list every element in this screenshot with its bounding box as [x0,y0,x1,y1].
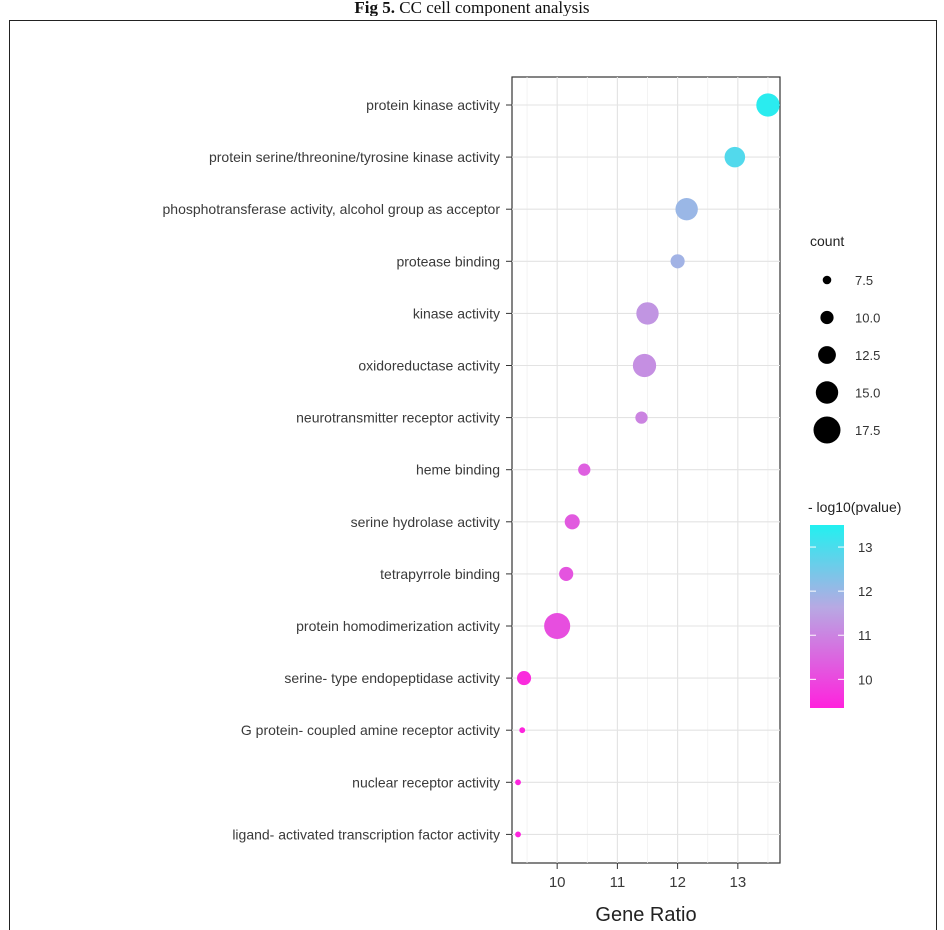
size-legend-label: 7.5 [855,273,873,288]
y-tick-label: serine- type endopeptidase activity [284,670,500,686]
data-point [515,779,521,786]
data-point [544,612,571,640]
data-point [519,727,526,734]
y-tick-label: protein kinase activity [366,97,500,113]
data-point [516,671,532,686]
y-tick-label: neurotransmitter receptor activity [296,410,500,426]
color-legend: - log10(pvalue) 10 11 12 13 [808,499,901,708]
y-axis-labels: protein kinase activity protein serine/th… [163,97,512,842]
data-point [636,302,659,325]
y-tick-label: protein homodimerization activity [296,618,500,634]
figure-caption: Fig 5. CC cell component analysis [0,0,944,16]
y-tick-label: nuclear receptor activity [352,774,500,790]
x-tick-label: 11 [610,874,626,891]
y-tick-label: protease binding [396,253,500,269]
colorbar-tick-label: 12 [858,584,872,599]
y-tick-label: protein serine/threonine/tyrosine kinase… [209,149,500,165]
size-legend: count 7.5 10.0 12.5 15.0 17.5 [810,233,880,444]
size-legend-dot [815,381,839,404]
size-legend-dot [818,346,836,364]
data-point [632,353,657,378]
x-tick-label: 13 [729,874,746,891]
y-tick-label: serine hydrolase activity [351,514,500,530]
size-legend-title: count [810,233,844,249]
data-points [515,93,780,838]
y-tick-label: heme binding [416,462,500,478]
colorbar [810,525,844,708]
size-legend-label: 15.0 [855,386,880,401]
data-point [724,146,746,168]
y-tick-label: phosphotransferase activity, alcohol gro… [163,201,501,217]
data-point [578,463,591,476]
x-tick-label: 10 [549,874,566,891]
figure-caption-label: Fig 5. [354,0,396,16]
size-legend-dot [822,275,832,285]
size-legend-label: 10.0 [855,311,880,326]
size-legend-label: 12.5 [855,348,880,363]
data-point [559,566,574,581]
data-point [675,198,698,221]
x-tick-label: 12 [669,874,686,891]
y-tick-label: tetrapyrrole binding [380,566,500,582]
colorbar-tick-label: 11 [858,628,872,643]
data-point [564,514,580,530]
color-legend-title: - log10(pvalue) [808,499,901,515]
x-axis-title: Gene Ratio [595,904,696,926]
size-legend-dot [813,416,841,444]
size-legend-dot [820,310,834,325]
data-point [515,831,521,838]
colorbar-tick-label: 10 [858,672,872,687]
y-tick-label: ligand- activated transcription factor a… [232,826,500,842]
data-point [756,93,780,117]
figure-frame [9,20,937,930]
data-point [635,411,648,424]
y-tick-label: kinase activity [413,305,500,321]
data-point [670,254,685,269]
x-axis-ticks: 10 11 12 13 [549,863,746,891]
colorbar-tick-label: 13 [858,540,872,555]
size-legend-label: 17.5 [855,423,880,438]
y-tick-label: oxidoreductase activity [358,358,500,374]
figure-caption-text: CC cell component analysis [395,0,590,16]
y-tick-label: G protein- coupled amine receptor activi… [241,722,500,738]
